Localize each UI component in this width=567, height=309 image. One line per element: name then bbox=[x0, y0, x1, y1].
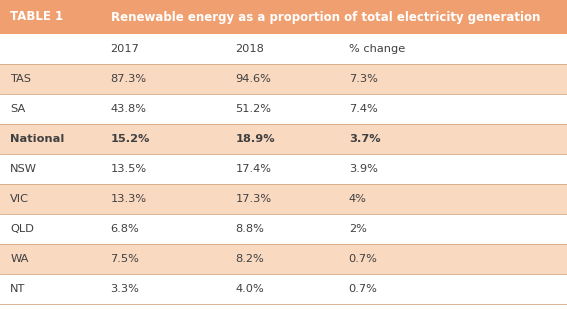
Text: 7.5%: 7.5% bbox=[111, 254, 139, 264]
Text: WA: WA bbox=[10, 254, 28, 264]
Text: National: National bbox=[10, 134, 65, 144]
Text: 18.9%: 18.9% bbox=[235, 134, 275, 144]
Bar bbox=[0, 34, 567, 64]
Bar bbox=[0, 184, 567, 214]
Text: 2017: 2017 bbox=[111, 44, 139, 54]
Text: 3.3%: 3.3% bbox=[111, 284, 139, 294]
Text: 0.7%: 0.7% bbox=[349, 284, 378, 294]
Bar bbox=[0, 274, 567, 304]
Text: 17.3%: 17.3% bbox=[235, 194, 272, 204]
Text: 6.8%: 6.8% bbox=[111, 224, 139, 234]
Text: 51.2%: 51.2% bbox=[235, 104, 271, 114]
Text: 8.8%: 8.8% bbox=[235, 224, 264, 234]
Text: 2%: 2% bbox=[349, 224, 367, 234]
Text: TAS: TAS bbox=[10, 74, 31, 84]
Bar bbox=[0, 0, 567, 34]
Text: NT: NT bbox=[10, 284, 26, 294]
Text: NSW: NSW bbox=[10, 164, 37, 174]
Bar bbox=[0, 154, 567, 184]
Bar bbox=[0, 244, 567, 274]
Text: 4.0%: 4.0% bbox=[235, 284, 264, 294]
Bar bbox=[0, 94, 567, 124]
Text: 87.3%: 87.3% bbox=[111, 74, 147, 84]
Text: 7.3%: 7.3% bbox=[349, 74, 378, 84]
Text: Renewable energy as a proportion of total electricity generation: Renewable energy as a proportion of tota… bbox=[111, 11, 540, 23]
Text: SA: SA bbox=[10, 104, 26, 114]
Text: VIC: VIC bbox=[10, 194, 29, 204]
Text: 43.8%: 43.8% bbox=[111, 104, 146, 114]
Text: 3.9%: 3.9% bbox=[349, 164, 378, 174]
Text: TABLE 1: TABLE 1 bbox=[10, 11, 64, 23]
Bar bbox=[0, 64, 567, 94]
Text: 4%: 4% bbox=[349, 194, 367, 204]
Text: 7.4%: 7.4% bbox=[349, 104, 378, 114]
Text: 2018: 2018 bbox=[235, 44, 264, 54]
Text: 13.5%: 13.5% bbox=[111, 164, 147, 174]
Text: 17.4%: 17.4% bbox=[235, 164, 271, 174]
Bar bbox=[0, 214, 567, 244]
Text: 15.2%: 15.2% bbox=[111, 134, 150, 144]
Text: QLD: QLD bbox=[10, 224, 34, 234]
Text: % change: % change bbox=[349, 44, 405, 54]
Bar bbox=[0, 124, 567, 154]
Text: 8.2%: 8.2% bbox=[235, 254, 264, 264]
Text: 3.7%: 3.7% bbox=[349, 134, 380, 144]
Text: 13.3%: 13.3% bbox=[111, 194, 147, 204]
Text: 0.7%: 0.7% bbox=[349, 254, 378, 264]
Text: 94.6%: 94.6% bbox=[235, 74, 271, 84]
